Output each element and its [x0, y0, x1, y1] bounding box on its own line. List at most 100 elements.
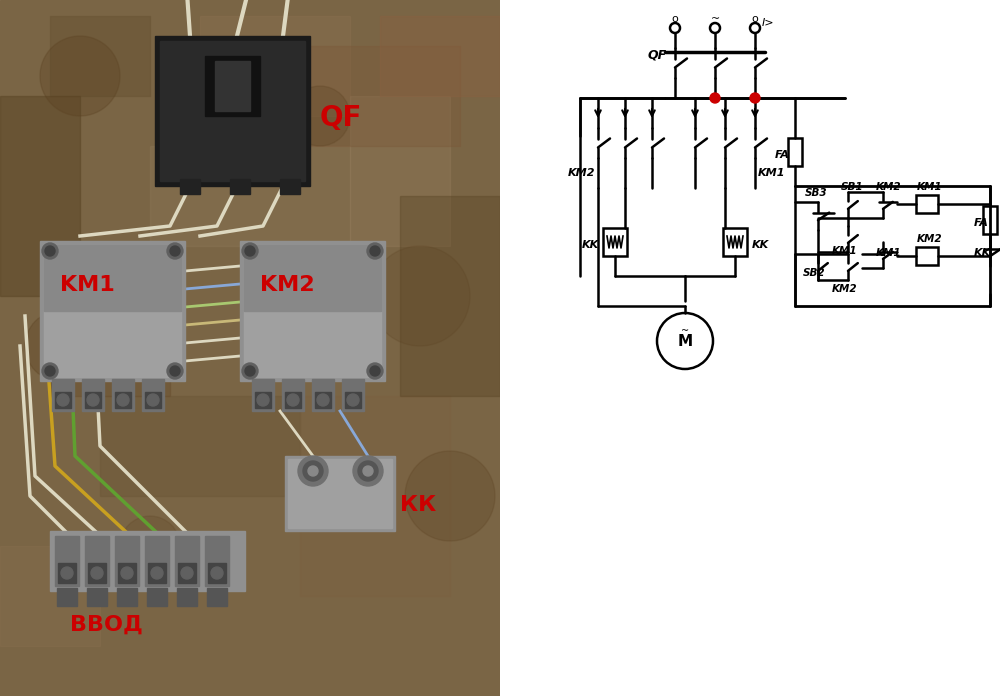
- Circle shape: [245, 366, 255, 376]
- Text: SB1: SB1: [841, 182, 864, 192]
- Bar: [147, 588, 167, 606]
- Text: SB3: SB3: [805, 188, 828, 198]
- Bar: [603, 228, 627, 256]
- Bar: [285, 456, 395, 531]
- Circle shape: [303, 461, 323, 481]
- Text: KM2: KM2: [876, 182, 902, 192]
- Bar: [88, 563, 106, 583]
- Circle shape: [370, 366, 380, 376]
- Circle shape: [181, 567, 193, 579]
- Text: FA: FA: [775, 150, 790, 160]
- Circle shape: [120, 516, 180, 576]
- Bar: [350, 96, 450, 246]
- Circle shape: [147, 394, 159, 406]
- Circle shape: [87, 394, 99, 406]
- Bar: [342, 379, 364, 411]
- Circle shape: [121, 567, 133, 579]
- Circle shape: [367, 363, 383, 379]
- Bar: [85, 392, 101, 408]
- Text: o: o: [672, 14, 678, 24]
- Bar: [175, 536, 199, 586]
- Bar: [345, 392, 361, 408]
- Circle shape: [211, 567, 223, 579]
- Text: KK: KK: [752, 240, 769, 250]
- Circle shape: [347, 394, 359, 406]
- Bar: [112, 379, 134, 411]
- Bar: [300, 396, 450, 596]
- Circle shape: [363, 466, 373, 476]
- Circle shape: [151, 567, 163, 579]
- Circle shape: [40, 36, 120, 116]
- Circle shape: [245, 246, 255, 256]
- Bar: [315, 392, 331, 408]
- Circle shape: [317, 394, 329, 406]
- Circle shape: [45, 246, 55, 256]
- Text: KM2: KM2: [260, 275, 315, 295]
- Circle shape: [405, 451, 495, 541]
- Text: KM1: KM1: [917, 182, 943, 192]
- Circle shape: [710, 93, 720, 103]
- Circle shape: [57, 394, 69, 406]
- Bar: [180, 179, 200, 194]
- Circle shape: [42, 363, 58, 379]
- Bar: [52, 379, 74, 411]
- Circle shape: [750, 93, 760, 103]
- Bar: [177, 588, 197, 606]
- Bar: [285, 392, 301, 408]
- Bar: [983, 206, 997, 234]
- Bar: [44, 245, 181, 311]
- Text: ~: ~: [681, 326, 689, 336]
- Circle shape: [167, 363, 183, 379]
- Bar: [400, 196, 500, 396]
- Text: I>: I>: [762, 18, 775, 28]
- Bar: [312, 379, 334, 411]
- Bar: [85, 536, 109, 586]
- Bar: [788, 138, 802, 166]
- Bar: [282, 379, 304, 411]
- Bar: [240, 241, 385, 381]
- Bar: [280, 46, 460, 146]
- Bar: [155, 36, 310, 186]
- Bar: [178, 563, 196, 583]
- Bar: [205, 536, 229, 586]
- Bar: [160, 41, 305, 181]
- Bar: [205, 56, 260, 116]
- Bar: [230, 179, 250, 194]
- Circle shape: [367, 243, 383, 259]
- Text: KM1: KM1: [758, 168, 786, 178]
- Text: QF: QF: [648, 48, 667, 61]
- Text: KM1: KM1: [60, 275, 115, 295]
- Bar: [50, 16, 150, 96]
- Bar: [723, 228, 747, 256]
- Text: SB2: SB2: [803, 268, 826, 278]
- Circle shape: [370, 246, 380, 256]
- Bar: [115, 392, 131, 408]
- Circle shape: [170, 246, 180, 256]
- Circle shape: [290, 86, 350, 146]
- Bar: [142, 379, 164, 411]
- Circle shape: [61, 567, 73, 579]
- Text: ВВОД: ВВОД: [70, 615, 143, 635]
- Bar: [55, 536, 79, 586]
- Bar: [916, 195, 938, 213]
- Bar: [50, 316, 170, 396]
- Bar: [82, 379, 104, 411]
- Circle shape: [242, 243, 258, 259]
- Bar: [57, 588, 77, 606]
- Bar: [215, 61, 250, 111]
- Circle shape: [257, 394, 269, 406]
- Bar: [58, 563, 76, 583]
- Text: KK: KK: [582, 240, 599, 250]
- Bar: [200, 16, 350, 116]
- Circle shape: [42, 243, 58, 259]
- Bar: [44, 245, 181, 377]
- Bar: [150, 146, 350, 246]
- Bar: [148, 563, 166, 583]
- Text: KM2: KM2: [832, 284, 858, 294]
- Text: ~: ~: [710, 14, 720, 24]
- Bar: [40, 241, 185, 381]
- Text: FA: FA: [974, 218, 989, 228]
- Bar: [50, 531, 245, 591]
- Text: KM1: KM1: [832, 246, 858, 256]
- Circle shape: [167, 243, 183, 259]
